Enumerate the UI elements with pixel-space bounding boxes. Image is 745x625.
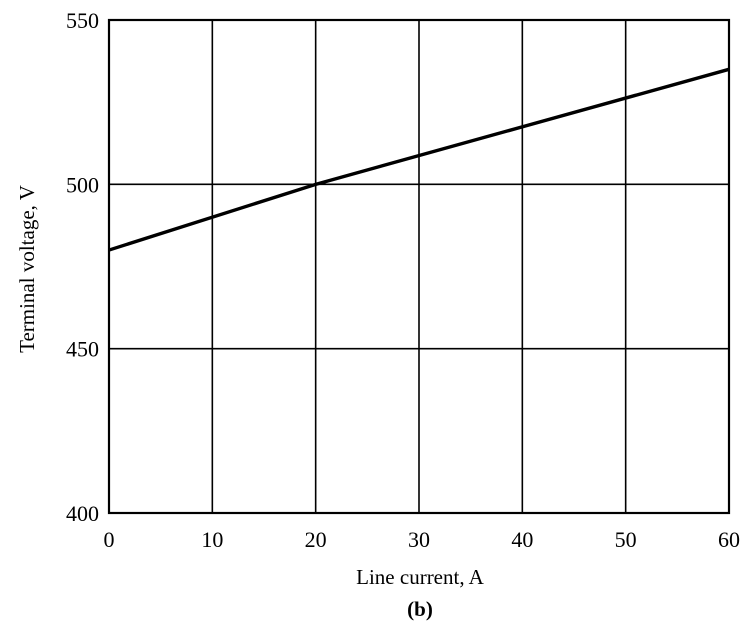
panel-label: (b) — [407, 597, 433, 621]
x-tick-label: 60 — [718, 527, 740, 552]
plot-area-frame — [107, 18, 731, 515]
terminal-voltage-line — [108, 67, 730, 252]
y-tick-label: 400 — [66, 501, 99, 526]
x-tick-label: 20 — [305, 527, 327, 552]
y-tick-label: 550 — [66, 8, 99, 33]
y-axis-title: Terminal voltage, V — [15, 185, 39, 353]
x-tick-label: 50 — [615, 527, 637, 552]
y-tick-labels: 400 450 500 550 — [66, 8, 99, 526]
x-tick-label: 0 — [104, 527, 115, 552]
y-tick-label: 450 — [66, 337, 99, 362]
series-layer — [108, 67, 730, 252]
x-tick-labels: 0 10 20 30 40 50 60 — [104, 527, 741, 552]
y-tick-label: 500 — [66, 172, 99, 197]
grid — [109, 20, 729, 513]
x-tick-label: 40 — [511, 527, 533, 552]
x-tick-label: 10 — [201, 527, 223, 552]
x-axis-title: Line current, A — [356, 565, 485, 589]
x-tick-label: 30 — [408, 527, 430, 552]
